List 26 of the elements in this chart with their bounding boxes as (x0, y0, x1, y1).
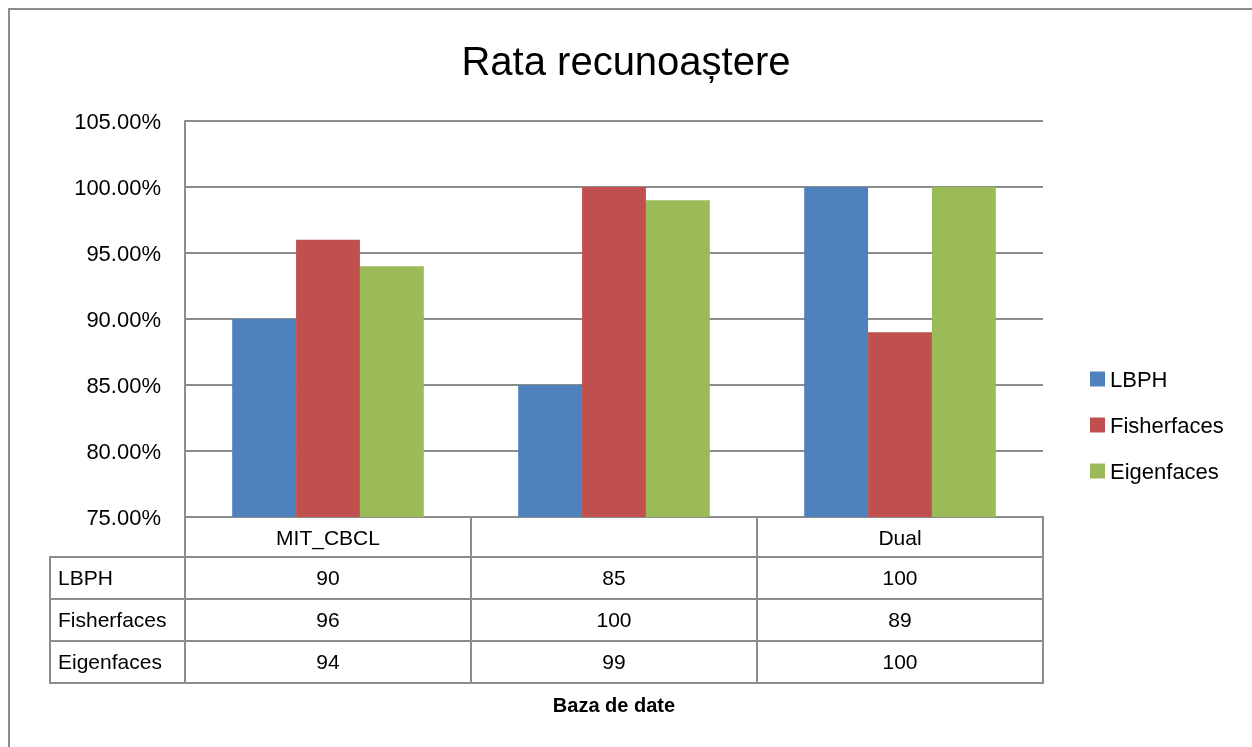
data-label: 94 (185, 641, 471, 683)
data-label: 89 (757, 599, 1043, 641)
legend-label: Fisherfaces (1110, 412, 1224, 438)
y-tick-label: 95.00% (86, 240, 161, 266)
x-tick-label: Dual (878, 526, 922, 549)
data-label: 99 (471, 641, 757, 683)
y-tick-label: 80.00% (86, 438, 161, 464)
data-label: 96 (185, 599, 471, 641)
y-tick-label: 100.00% (74, 174, 161, 200)
data-label: 100 (757, 641, 1043, 683)
data-label: 85 (471, 557, 757, 599)
data-label: 100 (471, 599, 757, 641)
x-tick-label: MIT_CBCL (276, 526, 380, 550)
legend-label: LBPH (1110, 366, 1168, 392)
y-tick-label: 105.00% (74, 108, 161, 134)
y-tick-label: 75.00% (86, 504, 161, 530)
y-tick-label: 85.00% (86, 372, 161, 398)
data-label: 100 (757, 557, 1043, 599)
data-label: 90 (185, 557, 471, 599)
legend-label: Eigenfaces (1110, 458, 1219, 484)
y-tick-label: 90.00% (86, 306, 161, 332)
text: Fisherfaces (58, 608, 167, 631)
text: LBPH (58, 566, 113, 589)
chart-title: Rata recunoaștere (461, 39, 791, 83)
text: Eigenfaces (58, 650, 162, 673)
text: Baza de date (552, 693, 676, 717)
